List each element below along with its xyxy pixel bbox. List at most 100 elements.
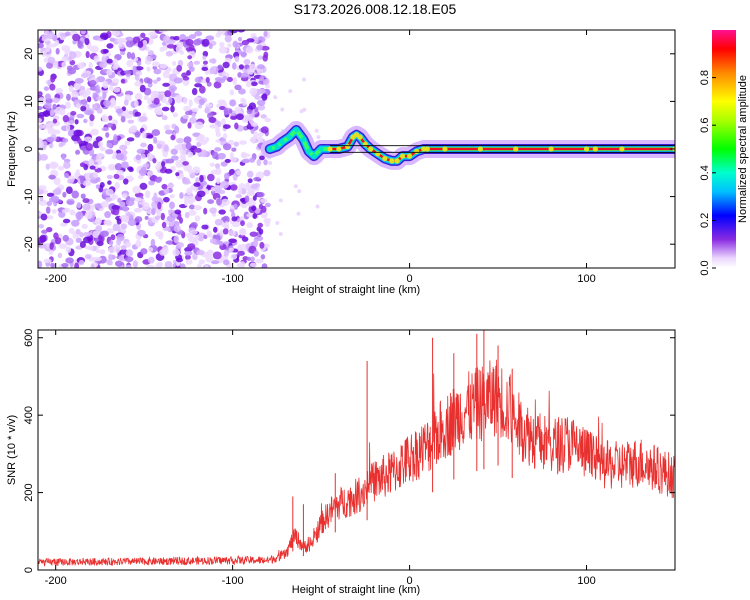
noise-speckle	[81, 98, 88, 107]
noise-speckle	[208, 116, 217, 124]
noise-speckle	[174, 209, 182, 215]
noise-speckle	[235, 194, 243, 199]
noise-speckle	[254, 95, 262, 100]
noise-speckle	[133, 197, 142, 202]
noise-speckle	[179, 148, 187, 155]
noise-speckle	[241, 153, 251, 158]
noise-speckle	[237, 244, 242, 252]
noise-speckle	[82, 203, 91, 211]
noise-speckle	[140, 153, 146, 159]
noise-speckle	[185, 254, 191, 261]
noise-speckle	[237, 250, 245, 256]
noise-speckle	[229, 89, 235, 96]
track-point	[399, 153, 406, 159]
y-tick-label: 200	[23, 483, 35, 501]
noise-speckle	[209, 207, 217, 214]
noise-speckle	[206, 249, 214, 257]
noise-speckle	[220, 180, 230, 189]
noise-speckle	[256, 191, 265, 198]
noise-speckle	[194, 30, 203, 37]
noise-speckle	[123, 99, 129, 106]
noise-speckle	[172, 248, 180, 257]
noise-speckle	[153, 97, 160, 105]
noise-speckle	[115, 108, 124, 114]
noise-speckle	[217, 152, 226, 160]
noise-speckle	[162, 70, 170, 79]
noise-speckle	[134, 92, 143, 101]
noise-speckle	[250, 183, 259, 190]
noise-speckle	[84, 109, 94, 116]
noise-speckle	[193, 205, 202, 211]
noise-speckle	[88, 158, 95, 166]
noise-speckle	[187, 55, 193, 60]
noise-speckle	[182, 78, 190, 86]
noise-speckle	[190, 229, 198, 235]
noise-speckle	[54, 187, 62, 195]
noise-speckle	[259, 241, 265, 249]
noise-speckle	[249, 231, 258, 237]
noise-speckle	[246, 170, 254, 178]
noise-speckle	[218, 240, 224, 246]
track-point	[477, 146, 483, 152]
noise-speckle	[199, 139, 208, 145]
noise-speckle	[250, 122, 258, 127]
noise-speckle	[111, 30, 121, 37]
noise-speckle	[120, 115, 126, 123]
noise-speckle	[155, 176, 162, 183]
noise-speckle	[259, 155, 265, 161]
noise-speckle	[71, 219, 80, 227]
noise-speckle	[52, 103, 57, 110]
noise-speckle	[248, 69, 254, 75]
noise-speckle	[151, 201, 158, 210]
noise-speckle	[114, 260, 123, 267]
noise-speckle	[106, 228, 116, 234]
noise-speckle	[194, 76, 202, 84]
noise-speckle	[314, 128, 319, 133]
noise-speckle	[94, 217, 102, 225]
noise-speckle	[198, 259, 206, 265]
noise-speckle	[243, 58, 251, 65]
noise-speckle	[164, 260, 173, 268]
noise-speckle	[209, 66, 214, 75]
noise-speckle	[161, 106, 170, 112]
noise-speckle	[79, 240, 86, 249]
noise-speckle	[162, 82, 171, 87]
noise-speckle	[40, 213, 48, 221]
noise-speckle	[237, 30, 246, 33]
noise-speckle	[252, 195, 257, 201]
noise-speckle	[138, 204, 143, 209]
noise-speckle	[134, 66, 144, 71]
noise-speckle	[164, 124, 171, 130]
colorbar-ticks: 0.0 0.2 0.4 0.6 0.8	[699, 70, 716, 276]
noise-speckle	[229, 156, 238, 163]
noise-speckle	[183, 198, 189, 207]
noise-speckle	[163, 144, 169, 152]
noise-speckle	[147, 143, 154, 152]
noise-speckle	[217, 64, 223, 71]
noise-speckle	[42, 123, 52, 130]
noise-speckle	[152, 79, 158, 85]
noise-speckle	[192, 166, 201, 174]
noise-speckle	[85, 87, 91, 96]
noise-speckle	[193, 60, 201, 65]
noise-speckle	[231, 216, 238, 222]
noise-speckle	[156, 77, 161, 82]
y-tick-label: -10	[23, 189, 35, 205]
noise-speckle	[203, 234, 208, 240]
noise-speckle	[161, 183, 168, 190]
noise-speckle	[232, 62, 237, 70]
noise-speckle	[187, 209, 197, 216]
colorbar-tick-label: 0.4	[699, 165, 711, 180]
noise-speckle	[236, 170, 242, 176]
noise-speckle	[261, 263, 268, 268]
noise-speckle	[256, 44, 263, 51]
noise-speckle	[78, 259, 85, 266]
track-point	[300, 136, 307, 143]
noise-speckle	[120, 244, 127, 251]
noise-speckle	[316, 135, 321, 140]
noise-speckle	[168, 221, 175, 227]
noise-speckle	[77, 62, 85, 69]
noise-speckle	[164, 129, 174, 135]
noise-speckle	[262, 54, 268, 62]
noise-speckle	[80, 30, 86, 35]
